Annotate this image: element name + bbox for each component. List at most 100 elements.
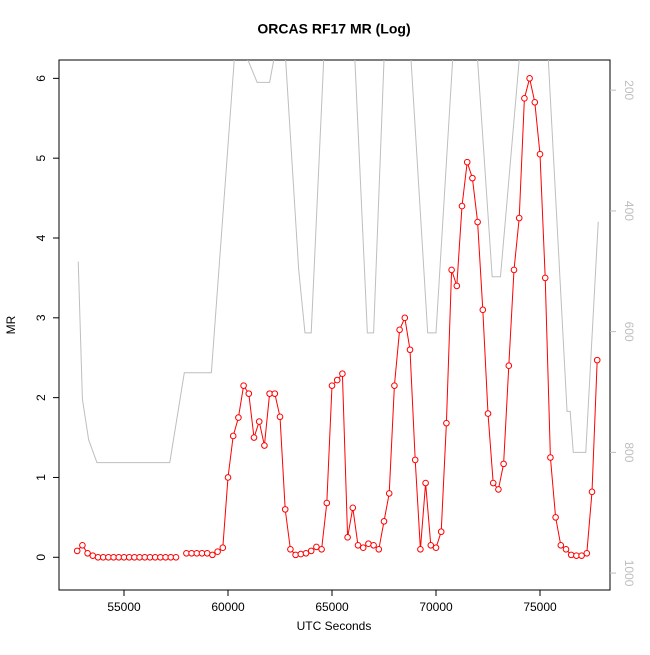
y2-tick-label: 1000: [622, 560, 636, 587]
data-point: [489, 479, 497, 487]
data-point: [562, 545, 570, 553]
data-point: [463, 158, 471, 166]
data-point: [557, 542, 565, 549]
data-point: [380, 518, 388, 525]
data-point: [224, 474, 232, 481]
data-point: [526, 75, 533, 82]
data-point: [359, 544, 367, 551]
data-point: [474, 218, 481, 226]
secondary-line: [77, 60, 599, 464]
data-point: [261, 442, 268, 449]
data-point: [469, 174, 476, 182]
data-point: [276, 413, 284, 421]
y-tick-label: 4: [34, 234, 48, 241]
data-point: [427, 542, 435, 549]
plot-frame: [58, 59, 611, 591]
data-point: [510, 266, 518, 274]
data-point: [396, 326, 403, 334]
plot-area: [73, 60, 601, 561]
y2-tick-label: 200: [622, 80, 636, 100]
x-tick-label: 70000: [419, 600, 453, 614]
data-point: [302, 549, 310, 557]
data-point: [417, 545, 424, 553]
data-point: [339, 370, 346, 377]
data-point: [458, 202, 466, 210]
x-tick-label: 65000: [315, 600, 349, 614]
y-tick-label: 6: [34, 75, 48, 82]
data-point: [229, 432, 237, 440]
data-point: [209, 551, 216, 559]
data-point: [344, 534, 351, 541]
data-point: [505, 362, 513, 370]
data-point: [79, 542, 86, 549]
data-point: [500, 460, 507, 468]
data-point: [172, 553, 180, 561]
data-point: [235, 414, 242, 421]
data-point: [391, 382, 398, 389]
data-point: [406, 346, 414, 354]
data-point: [255, 418, 263, 425]
data-point: [307, 547, 315, 555]
data-point: [495, 486, 502, 493]
data-point: [437, 528, 445, 536]
y2-tick-label: 600: [622, 322, 636, 342]
data-point: [448, 266, 455, 274]
data-point: [354, 542, 362, 549]
data-point: [349, 504, 357, 512]
data-point: [281, 506, 289, 513]
data-point: [536, 150, 544, 158]
y-tick-label: 1: [34, 474, 48, 481]
data-point: [541, 274, 549, 282]
data-point: [484, 410, 492, 417]
data-point: [385, 490, 393, 497]
chart-title: ORCAS RF17 MR (Log): [257, 21, 410, 37]
data-point: [578, 552, 585, 559]
data-point: [411, 456, 419, 464]
data-point: [84, 549, 91, 557]
y2-tick-label: 400: [622, 201, 636, 221]
data-point: [521, 95, 528, 102]
data-point: [515, 214, 523, 222]
data-point: [318, 545, 325, 553]
x-tick-label: 75000: [523, 600, 557, 614]
data-point: [250, 434, 258, 441]
data-point: [453, 282, 461, 290]
data-point: [531, 99, 539, 106]
data-point: [432, 544, 440, 551]
data-point: [547, 454, 554, 461]
data-point: [287, 545, 294, 553]
data-point: [422, 479, 429, 487]
data-point: [245, 390, 253, 397]
data-point: [292, 551, 299, 559]
data-point: [214, 548, 221, 555]
data-point: [328, 382, 336, 389]
data-point: [219, 544, 227, 551]
data-point: [401, 314, 409, 322]
data-point: [552, 514, 559, 521]
y2-tick-label: 800: [622, 442, 636, 462]
x-tick-label: 55000: [107, 600, 141, 614]
data-line: [76, 78, 598, 558]
data-point: [375, 545, 383, 553]
data-point: [271, 390, 279, 397]
data-point: [443, 419, 450, 427]
y-axis-label: MR: [4, 315, 18, 334]
y-tick-label: 2: [34, 394, 48, 401]
data-point: [333, 376, 341, 384]
data-point: [297, 550, 305, 558]
data-point: [73, 547, 81, 555]
data-point: [313, 543, 320, 551]
x-tick-label: 60000: [211, 600, 245, 614]
x-axis-label: UTC Seconds: [297, 619, 372, 633]
data-point: [593, 356, 601, 364]
data-point: [370, 542, 377, 549]
data-point: [588, 488, 596, 496]
data-point: [583, 549, 591, 557]
y-tick-label: 5: [34, 155, 48, 162]
data-point: [567, 551, 575, 559]
data-point: [479, 306, 487, 314]
data-point: [323, 499, 331, 507]
y-tick-label: 3: [34, 314, 48, 321]
data-point: [240, 382, 247, 389]
